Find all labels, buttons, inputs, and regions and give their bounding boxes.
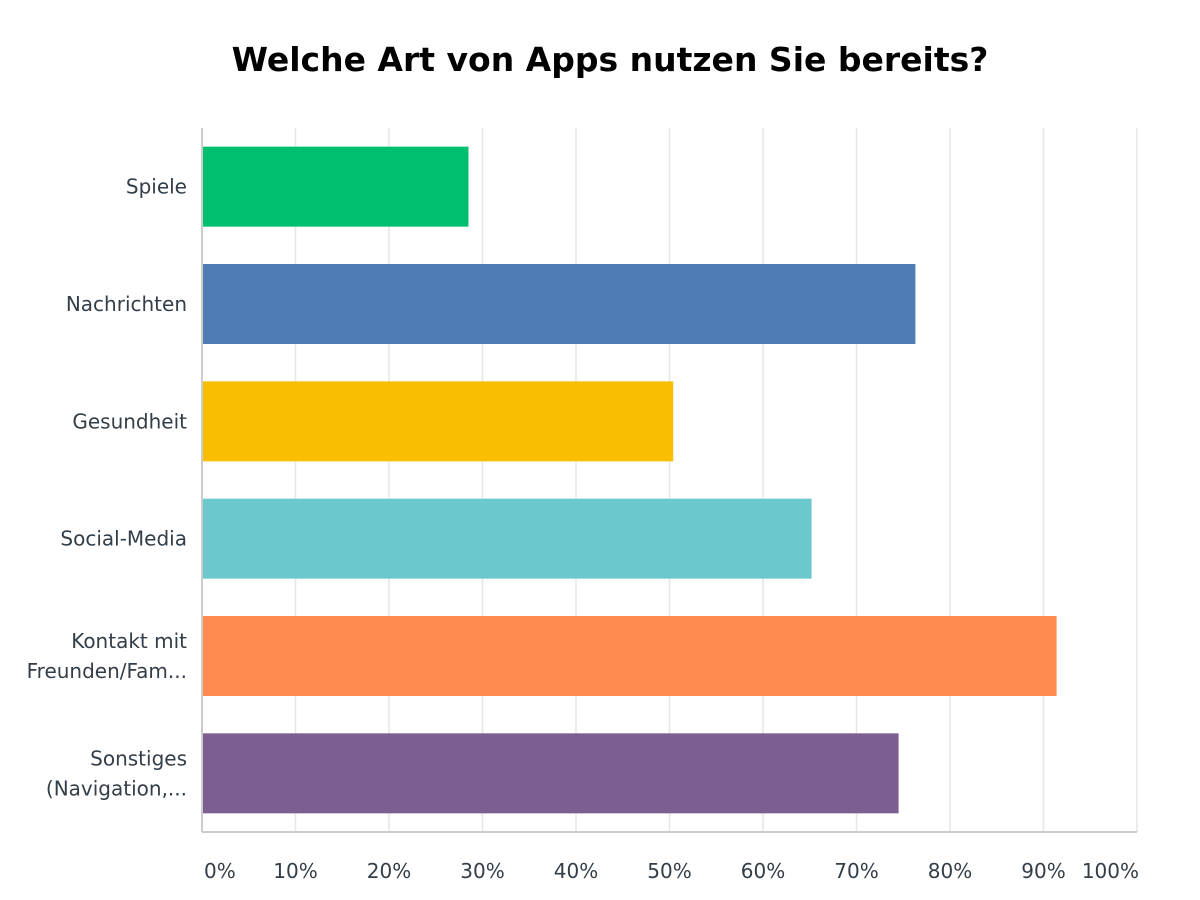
x-tick-label-80: 80% bbox=[928, 859, 972, 883]
x-tick-label-30: 30% bbox=[460, 859, 504, 883]
category-label-3-0: Social-Media bbox=[60, 527, 187, 551]
chart-title: Welche Art von Apps nutzen Sie bereits? bbox=[231, 40, 989, 79]
x-tick-label-0: 0% bbox=[204, 859, 236, 883]
bar-4 bbox=[202, 616, 1057, 696]
bar-1 bbox=[202, 264, 916, 344]
bar-3 bbox=[202, 498, 812, 579]
bar-2 bbox=[202, 381, 674, 462]
category-label-1-0: Nachrichten bbox=[66, 292, 187, 316]
category-label-4-0: Kontakt mit bbox=[71, 629, 187, 653]
x-tick-label-100: 100% bbox=[1082, 859, 1139, 883]
bar-0 bbox=[202, 146, 469, 227]
category-label-5-0: Sonstiges bbox=[90, 746, 187, 770]
x-tick-label-70: 70% bbox=[834, 859, 878, 883]
x-tick-label-40: 40% bbox=[554, 859, 598, 883]
bar-5 bbox=[202, 733, 899, 814]
x-tick-label-60: 60% bbox=[741, 859, 785, 883]
x-tick-label-10: 10% bbox=[273, 859, 317, 883]
x-tick-label-90: 90% bbox=[1021, 859, 1065, 883]
x-tick-label-50: 50% bbox=[647, 859, 691, 883]
x-tick-label-20: 20% bbox=[367, 859, 411, 883]
category-label-4-1: Freunden/Fam... bbox=[27, 659, 187, 683]
category-label-5-1: (Navigation,... bbox=[46, 776, 187, 800]
category-label-0-0: Spiele bbox=[126, 175, 187, 199]
category-label-2-0: Gesundheit bbox=[72, 409, 187, 433]
